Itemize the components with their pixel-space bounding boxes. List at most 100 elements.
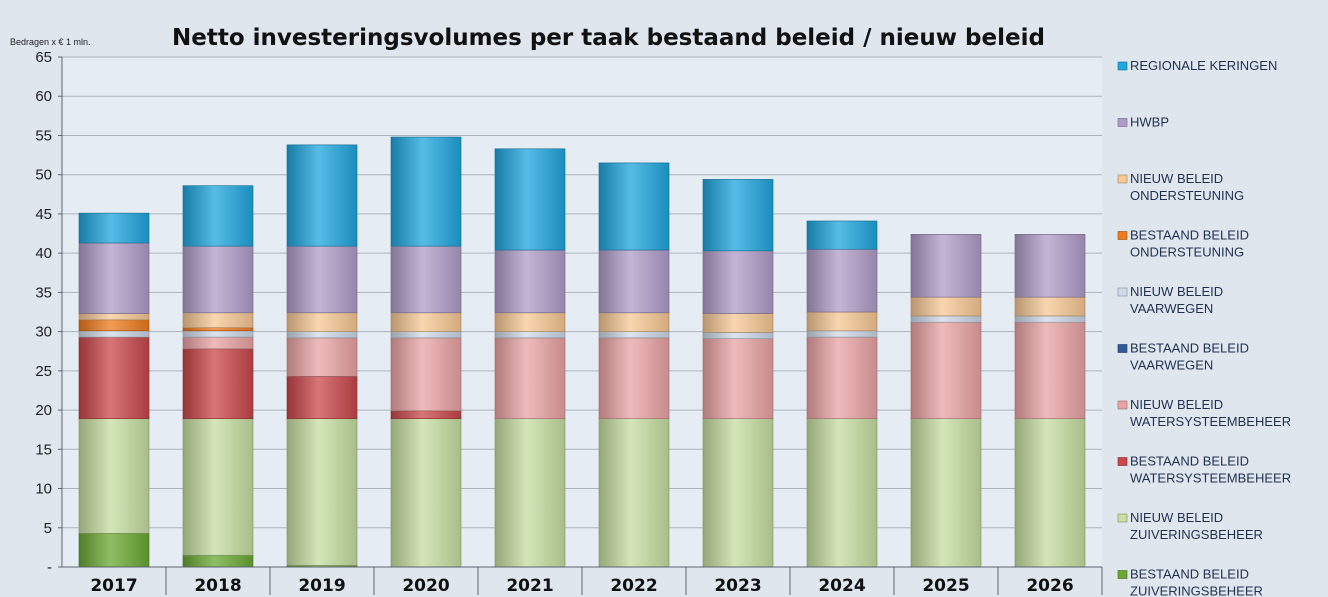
bar-segment	[910, 315, 982, 323]
bar-segment	[806, 248, 878, 313]
legend-item: BESTAAND BELEID VAARWEGEN	[1117, 341, 1249, 373]
bar-segment	[806, 220, 878, 250]
y-tick-label: 45	[35, 206, 52, 223]
legend-item: NIEUW BELEID VAARWEGEN	[1117, 284, 1223, 316]
y-tick-label: 20	[35, 402, 52, 419]
bar-segment	[598, 418, 670, 568]
bar-segment	[182, 348, 254, 420]
bar-segment	[390, 312, 462, 332]
y-tick-label: 40	[35, 245, 52, 262]
bar-segment	[910, 234, 982, 298]
bar-segment	[286, 418, 358, 566]
legend-label: NIEUW BELEID	[1130, 284, 1223, 299]
bar-segment	[910, 296, 982, 317]
bar-segment	[702, 179, 774, 252]
legend-label: ZUIVERINGSBEHEER	[1130, 527, 1263, 542]
bar-segment	[702, 313, 774, 333]
bar-segment	[390, 245, 462, 314]
x-tick-label: 2022	[610, 576, 657, 596]
legend-label: HWBP	[1130, 115, 1169, 130]
x-tick-label: 2021	[506, 576, 553, 596]
bar-stack-2026	[1014, 234, 1086, 568]
bar-stack-2018	[182, 185, 254, 568]
bar-segment	[494, 148, 566, 251]
bar-stack-2019	[286, 144, 358, 568]
legend-label: REGIONALE KERINGEN	[1130, 58, 1277, 73]
x-axis-ticks: 2017 2018 2019 2020 2021 2022 2023 2024 2025 2026	[90, 567, 1103, 596]
bar-segment	[702, 418, 774, 568]
legend-label: NIEUW BELEID	[1130, 397, 1223, 412]
legend-label: WATERSYSTEEMBEHEER	[1130, 414, 1291, 429]
bar-segment	[598, 312, 670, 332]
unit-label: Bedragen x € 1 mln.	[10, 37, 91, 47]
bar-stack-2025	[910, 234, 982, 568]
bar-segment	[182, 185, 254, 247]
bar-segment	[1014, 315, 1086, 323]
legend-label: VAARWEGEN	[1130, 301, 1213, 316]
bar-segment	[494, 249, 566, 314]
legend-item: HWBP	[1117, 115, 1169, 130]
y-tick-label: 60	[35, 88, 52, 105]
legend: REGIONALE KERINGEN HWBP NIEUW BELEID ONDERS…	[1117, 58, 1291, 597]
legend-swatch	[1117, 231, 1128, 240]
bar-segment	[390, 337, 462, 412]
legend-label: BESTAAND BELEID	[1130, 228, 1249, 243]
legend-swatch	[1117, 400, 1128, 410]
bar-segment	[598, 162, 670, 251]
legend-item: NIEUW BELEID ONDERSTEUNING	[1117, 171, 1244, 203]
legend-swatch	[1117, 344, 1128, 353]
bar-segment	[806, 336, 878, 420]
bar-segment	[286, 245, 358, 314]
x-tick-label: 2019	[298, 576, 345, 596]
y-tick-label: 55	[35, 127, 52, 144]
legend-label: ONDERSTEUNING	[1130, 188, 1244, 203]
bar-segment	[78, 319, 150, 332]
legend-swatch	[1117, 513, 1128, 523]
legend-label: BESTAAND BELEID	[1130, 341, 1249, 356]
bar-segment	[494, 337, 566, 420]
x-tick-label: 2023	[714, 576, 761, 596]
legend-item: BESTAAND BELEID ZUIVERINGSBEHEER	[1117, 567, 1263, 597]
bar-segment	[286, 144, 358, 247]
bar-stack-2020	[390, 136, 462, 568]
bar-segment	[910, 418, 982, 568]
bar-segment	[286, 312, 358, 332]
y-axis-ticks: - 5 10 15 20 25 30 35 40 45 50 55 60 65	[35, 49, 62, 576]
legend-swatch	[1117, 287, 1128, 297]
legend-label: BESTAAND BELEID	[1130, 454, 1249, 469]
bar-segment	[1014, 234, 1086, 298]
bar-segment	[390, 331, 462, 339]
legend-label: NIEUW BELEID	[1130, 171, 1223, 186]
y-tick-label: 10	[35, 481, 52, 498]
x-tick-label: 2024	[818, 576, 865, 596]
bar-segment	[910, 321, 982, 420]
legend-item: NIEUW BELEID WATERSYSTEEMBEHEER	[1117, 397, 1291, 429]
legend-item: NIEUW BELEID ZUIVERINGSBEHEER	[1117, 510, 1263, 542]
bar-stack-2023	[702, 179, 774, 568]
bar-segment	[182, 336, 254, 350]
bar-segment	[494, 331, 566, 339]
legend-label: ZUIVERINGSBEHEER	[1130, 584, 1263, 597]
bar-segment	[494, 312, 566, 332]
y-tick-label: 50	[35, 167, 52, 184]
legend-item: BESTAAND BELEID ONDERSTEUNING	[1117, 228, 1249, 260]
bar-segment	[182, 245, 254, 314]
bar-segment	[390, 136, 462, 247]
bar-segment	[1014, 418, 1086, 568]
bar-segment	[702, 250, 774, 314]
bar-segment	[78, 336, 150, 420]
bar-stack-2021	[494, 148, 566, 568]
bar-segment	[78, 532, 150, 568]
legend-swatch	[1117, 174, 1128, 184]
bar-segment	[182, 330, 254, 338]
legend-label: WATERSYSTEEMBEHEER	[1130, 471, 1291, 486]
bar-segment	[286, 331, 358, 339]
legend-swatch	[1117, 118, 1128, 127]
bar-segment	[286, 337, 358, 377]
legend-item: REGIONALE KERINGEN	[1117, 58, 1277, 73]
x-tick-label: 2017	[90, 576, 137, 596]
bar-segment	[1014, 321, 1086, 420]
bar-segment	[182, 312, 254, 328]
bar-segment	[806, 311, 878, 332]
bar-segment	[702, 332, 774, 339]
